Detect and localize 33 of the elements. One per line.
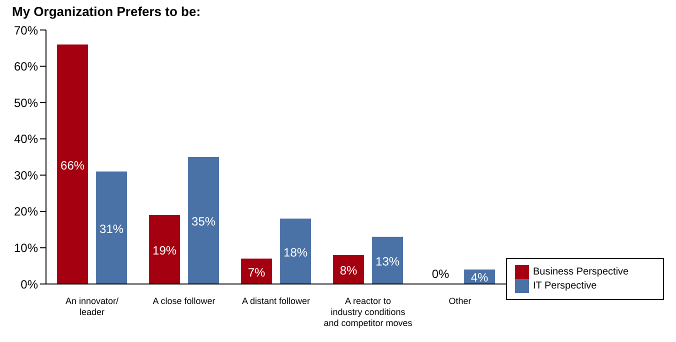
x-tick-label: A distant follower [242, 296, 310, 306]
bar [57, 44, 88, 284]
data-label: 0% [432, 266, 450, 281]
data-label: 35% [192, 214, 216, 228]
data-label: 4% [470, 270, 489, 285]
bar [96, 172, 128, 284]
y-tick-label: 60% [14, 60, 38, 74]
chart-title: My Organization Prefers to be: [12, 4, 201, 19]
data-label: 66% [60, 158, 85, 172]
x-tick-label: Other [448, 296, 472, 306]
y-tick-label: 10% [14, 240, 38, 255]
x-tick-label: An innovator/ leader [65, 296, 120, 317]
legend-label: IT Perspective [533, 280, 597, 292]
y-tick-label: 70% [14, 23, 38, 38]
data-label: 31% [100, 222, 124, 236]
data-label: 7% [248, 265, 266, 280]
data-label: 13% [376, 254, 400, 268]
y-tick-label: 40% [14, 132, 38, 146]
y-tick-label: 0% [20, 277, 38, 292]
bar [149, 215, 180, 284]
x-tick-label: A close follower [152, 296, 216, 306]
x-tick-label: A reactor to industry conditions and competitor moves [324, 296, 413, 328]
bar [241, 258, 272, 284]
bar [372, 236, 404, 284]
data-label: 18% [284, 245, 308, 260]
bar [188, 157, 220, 284]
y-tick-label: 20% [14, 204, 38, 219]
data-label: 8% [340, 263, 358, 278]
y-tick-label: 50% [14, 96, 38, 110]
data-label: 19% [152, 244, 177, 258]
bar [280, 218, 312, 284]
y-tick-label: 30% [14, 168, 38, 182]
legend-label: Business Perspective [533, 266, 629, 278]
